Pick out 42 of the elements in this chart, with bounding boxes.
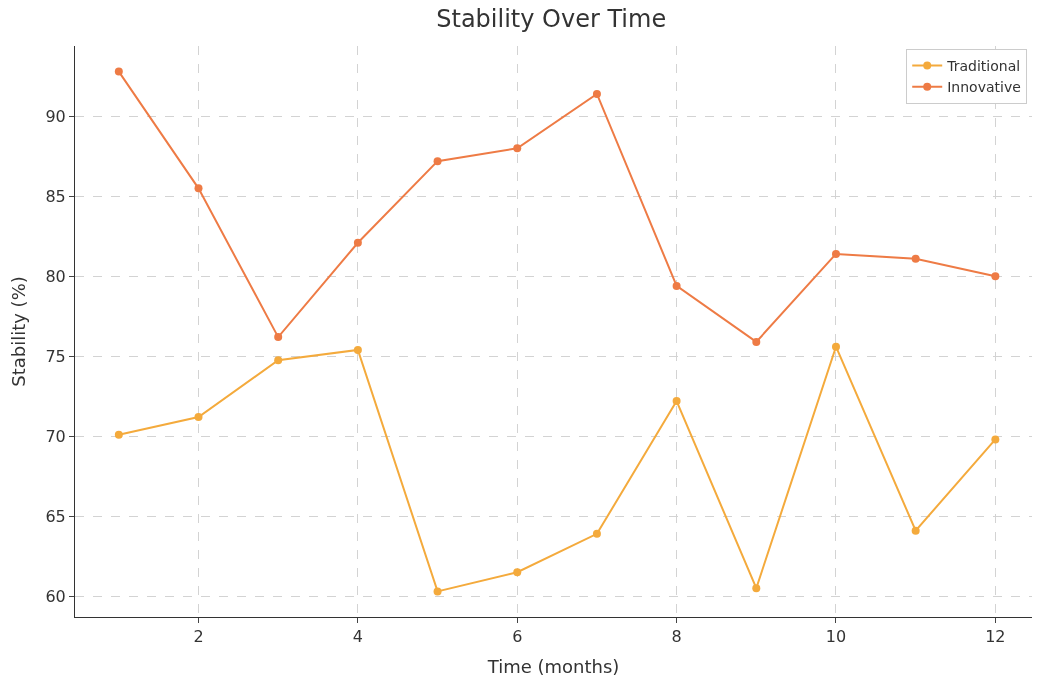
point [274, 356, 283, 365]
y-tick-label: 85 [45, 186, 66, 206]
x-tick-label: 12 [985, 627, 1006, 647]
point [911, 526, 920, 535]
x-tick-label: 6 [512, 627, 523, 647]
x-tick-label: 4 [352, 627, 363, 647]
y-tick-label: 75 [45, 346, 66, 366]
point [194, 413, 203, 422]
y-axis-title: Stability (%) [7, 276, 29, 387]
point [672, 397, 681, 406]
point [911, 254, 920, 263]
point [991, 435, 1000, 444]
point [433, 587, 442, 596]
point [752, 337, 761, 346]
y-tick-label: 80 [45, 266, 66, 286]
x-axis-title: Time (months) [486, 656, 620, 678]
point [513, 568, 522, 577]
point [592, 529, 601, 538]
point [433, 157, 442, 166]
point [353, 345, 362, 354]
point [353, 238, 362, 247]
point [752, 584, 761, 593]
point [114, 67, 123, 76]
point [114, 430, 123, 439]
point [194, 184, 203, 193]
y-tick-label: 70 [45, 426, 66, 446]
x-tick-label: 2 [193, 627, 204, 647]
chart-title: Stability Over Time [436, 5, 667, 34]
point [513, 144, 522, 153]
y-tick-label: 60 [45, 586, 66, 606]
x-tick-label: 10 [825, 627, 847, 647]
legend-label: Innovative [947, 79, 1021, 96]
y-tick-label: 90 [45, 106, 66, 126]
point [831, 342, 840, 351]
point [592, 89, 601, 98]
point [672, 281, 681, 290]
point [831, 249, 840, 258]
legend-label: Traditional [946, 57, 1021, 74]
point [274, 333, 283, 342]
y-tick-label: 65 [45, 506, 66, 526]
x-tick-label: 8 [671, 627, 682, 647]
point [991, 272, 1000, 281]
